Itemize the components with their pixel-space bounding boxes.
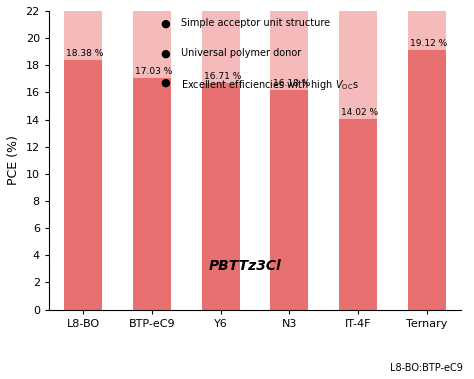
Text: 17.03 %: 17.03 %	[135, 67, 173, 76]
Text: L8-BO:BTP-eC9: L8-BO:BTP-eC9	[391, 363, 463, 373]
Y-axis label: PCE (%): PCE (%)	[7, 135, 20, 185]
Bar	[271, 11, 308, 310]
Bar	[339, 119, 377, 310]
Text: Universal polymer donor: Universal polymer donor	[181, 48, 301, 58]
Bar	[408, 50, 446, 310]
Text: ●: ●	[160, 78, 170, 88]
Bar	[202, 83, 239, 310]
Bar	[64, 60, 102, 310]
Bar	[202, 11, 239, 310]
Bar	[271, 90, 308, 310]
Bar	[339, 11, 377, 310]
Text: PBTTz3Cl: PBTTz3Cl	[208, 259, 281, 273]
Bar	[408, 11, 446, 310]
Bar	[133, 78, 171, 310]
Bar	[133, 11, 171, 310]
Bar	[64, 11, 102, 310]
Text: Excellent efficiencies with high $V_{\mathrm{OC}}$s: Excellent efficiencies with high $V_{\ma…	[181, 78, 358, 92]
Text: ●: ●	[160, 19, 170, 28]
Text: 16.18 %: 16.18 %	[273, 79, 310, 88]
Text: Simple acceptor unit structure: Simple acceptor unit structure	[181, 19, 330, 28]
Text: 18.38 %: 18.38 %	[66, 49, 104, 58]
Text: ●: ●	[160, 48, 170, 58]
Text: 19.12 %: 19.12 %	[410, 39, 447, 48]
Text: 14.02 %: 14.02 %	[341, 108, 378, 117]
Text: 16.71 %: 16.71 %	[204, 72, 241, 81]
